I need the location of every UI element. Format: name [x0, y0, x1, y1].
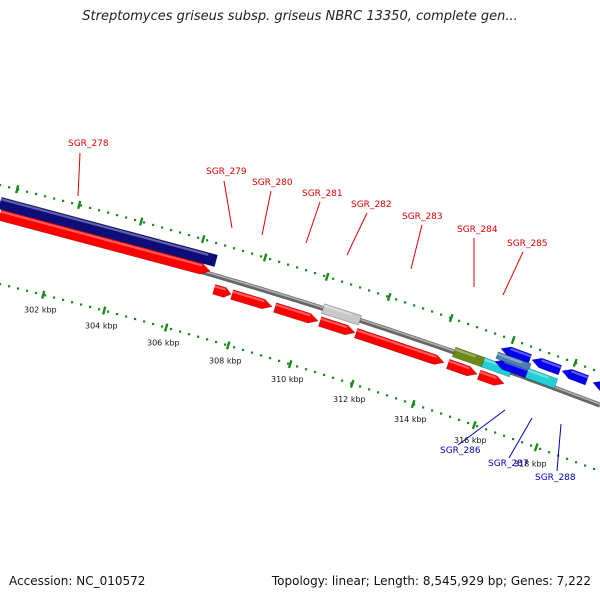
dotted-guides: [0, 184, 596, 471]
scale-tick-label: 302 kbp: [24, 306, 57, 315]
scale-tick-label: 318 kbp: [514, 459, 547, 468]
upper-major-tick: [262, 253, 268, 262]
gene-rev-b[interactable]: [530, 355, 563, 376]
gene-sgr-280[interactable]: [212, 284, 233, 299]
upper-major-tick: [324, 272, 330, 281]
gene-pseudo[interactable]: [321, 303, 362, 326]
scale-tick-label: 310 kbp: [271, 375, 304, 384]
summary-text: Topology: linear; Length: 8,545,929 bp; …: [271, 574, 591, 588]
upper-major-tick: [572, 358, 578, 367]
gene-sgr-284b[interactable]: [445, 358, 478, 379]
scale-ticks: 302 kbp 304 kbp 306 kbp 308 kbp 310 kbp 312 k…: [15, 185, 578, 468]
upper-major-tick: [77, 200, 82, 210]
upper-major-tick: [138, 217, 144, 226]
gene-leader-line: [77, 152, 81, 197]
scale-major-tick: [41, 290, 46, 299]
scale-major-tick: [163, 323, 169, 332]
scale-tick-label: 314 kbp: [394, 415, 427, 424]
scale-major-tick: [287, 360, 293, 369]
gene-leader-line: [223, 180, 233, 229]
gene-label[interactable]: SGR_286: [440, 446, 481, 456]
upper-major-tick: [200, 234, 206, 244]
gene-leader-line: [410, 224, 423, 270]
scale-major-tick: [225, 341, 231, 350]
gene-label[interactable]: SGR_282: [351, 200, 392, 210]
gene-leader-line: [346, 212, 368, 256]
map-title: Streptomyces griseus subsp. griseus NBRC…: [82, 9, 518, 24]
scale-major-tick: [102, 306, 107, 315]
scale-major-tick: [410, 399, 416, 409]
upper-major-tick: [15, 185, 20, 194]
gene-label[interactable]: SGR_285: [507, 239, 548, 249]
upper-major-tick: [448, 313, 454, 323]
scale-tick-label: 316 kbp: [454, 436, 487, 445]
gene-label[interactable]: SGR_283: [402, 212, 443, 222]
gene-leader-line: [457, 409, 506, 446]
scale-tick-label: 304 kbp: [85, 322, 118, 331]
scale-tick-label: 306 kbp: [147, 339, 180, 348]
accession-text: Accession: NC_010572: [9, 574, 146, 588]
scale-tick-label: 308 kbp: [209, 356, 242, 365]
gene-sgr-283[interactable]: [318, 316, 356, 338]
gene-label[interactable]: SGR_280: [252, 178, 293, 188]
gene-label[interactable]: SGR_278: [68, 139, 109, 149]
upper-major-tick: [510, 335, 516, 345]
gene-labels: SGR_278 SGR_279 SGR_280 SGR_281 SGR_282 SGR_2…: [68, 139, 576, 483]
gene-sgr-287[interactable]: [524, 367, 559, 389]
gene-rev-c[interactable]: [560, 366, 590, 386]
scale-major-tick: [349, 379, 355, 389]
gene-sgr-283b[interactable]: [354, 327, 445, 367]
upper-dotted-guide: [0, 184, 596, 372]
gene-sgr-282[interactable]: [273, 302, 320, 326]
upper-major-tick: [386, 292, 392, 302]
gene-label[interactable]: SGR_281: [302, 189, 343, 199]
gene-label[interactable]: SGR_287: [488, 459, 529, 469]
gene-label[interactable]: SGR_284: [457, 225, 498, 235]
gene-leader-line: [305, 201, 321, 244]
gene-track: [0, 196, 600, 398]
gene-rev-d[interactable]: [591, 378, 600, 398]
gene-sgr-281[interactable]: [230, 289, 274, 312]
scale-major-tick: [533, 443, 539, 452]
gene-leader-line: [502, 251, 524, 296]
gene-leader-line: [508, 417, 533, 459]
gene-leader-line: [261, 190, 272, 236]
gene-sgr-279[interactable]: [0, 209, 211, 277]
gene-label[interactable]: SGR_288: [535, 473, 576, 483]
gene-leader-line: [556, 423, 562, 472]
gene-sgr-285b[interactable]: [476, 369, 505, 388]
gene-sgr-278[interactable]: [0, 196, 218, 268]
scale-tick-label: 312 kbp: [333, 395, 366, 404]
gene-label[interactable]: SGR_279: [206, 167, 247, 177]
scale-major-tick: [471, 420, 477, 430]
